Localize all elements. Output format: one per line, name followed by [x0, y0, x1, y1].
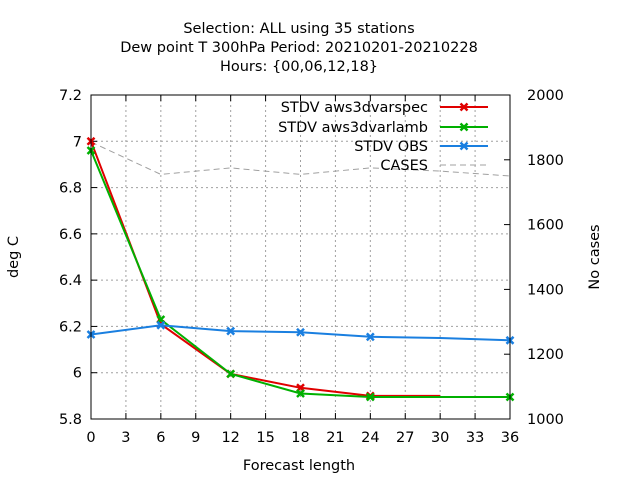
- y2-tick-label: 1200: [527, 347, 564, 363]
- x-tick-label: 3: [121, 430, 130, 446]
- chart-title: Selection: ALL using 35 stations Dew poi…: [120, 21, 478, 75]
- data-point: [226, 369, 236, 379]
- y-tick-label: 6: [73, 366, 82, 382]
- legend: STDV aws3dvarspec STDV aws3dvarlamb STDV O…: [278, 100, 488, 174]
- data-point: [296, 389, 305, 398]
- series-layer: [86, 136, 515, 402]
- title-line-1: Selection: ALL using 35 stations: [183, 21, 414, 37]
- legend-label: STDV OBS: [354, 139, 428, 155]
- y-tick-label: 5.8: [59, 412, 82, 428]
- series-line-stdv-aws3dvarspec: [90, 140, 441, 397]
- legend-item-cases: CASES: [380, 158, 488, 174]
- y2-tick-label: 1600: [527, 218, 564, 234]
- legend-item-stdv-aws3dvarspec: STDV aws3dvarspec: [281, 100, 488, 116]
- y-tick-label: 6.6: [59, 227, 82, 243]
- x-tick-label: 9: [191, 430, 200, 446]
- legend-item-stdv-aws3dvarlamb: STDV aws3dvarlamb: [278, 120, 488, 136]
- y2-tick-label: 1000: [527, 412, 564, 428]
- title-line-2: Dew point T 300hPa Period: 20210201-2021…: [120, 40, 478, 56]
- grid: [91, 95, 510, 419]
- x-tick-label: 0: [86, 430, 95, 446]
- title-line-3: Hours: {00,06,12,18}: [220, 59, 378, 75]
- x-tick-label: 30: [431, 430, 449, 446]
- plot-frame: [90, 94, 511, 420]
- x-tick-label: 15: [256, 430, 274, 446]
- data-point: [226, 326, 236, 336]
- y-axis-label: deg C: [6, 236, 22, 278]
- x-tick-label: 33: [466, 430, 484, 446]
- legend-item-stdv-obs: STDV OBS: [354, 139, 488, 155]
- x-tick-label: 27: [396, 430, 414, 446]
- x-tick-label: 36: [501, 430, 519, 446]
- data-point: [365, 392, 375, 402]
- x-tick-label: 6: [156, 430, 165, 446]
- legend-label: STDV aws3dvarlamb: [278, 120, 428, 136]
- y2-tick-label: 2000: [527, 88, 564, 104]
- legend-marker: [459, 122, 469, 132]
- legend-label: STDV aws3dvarspec: [281, 100, 428, 116]
- series-stdv-aws3dvarlamb: [86, 146, 515, 402]
- y-tick-label: 7: [73, 134, 82, 150]
- legend-label: CASES: [380, 158, 428, 174]
- x-tick-label: 18: [291, 430, 309, 446]
- data-point: [365, 332, 375, 342]
- y-tick-label: 6.8: [59, 181, 82, 197]
- y2-tick-label: 1400: [527, 282, 564, 298]
- legend-marker: [459, 102, 469, 112]
- y-tick-label: 7.2: [59, 88, 82, 104]
- legend-marker: [459, 141, 469, 151]
- x-tick-label: 24: [361, 430, 379, 446]
- x-tick-label: 21: [326, 430, 344, 446]
- x-axis-label: Forecast length: [243, 458, 355, 474]
- y2-tick-label: 1800: [527, 153, 564, 169]
- y-tick-label: 6.4: [59, 273, 82, 289]
- data-point: [156, 320, 166, 330]
- data-point: [296, 327, 305, 337]
- axis-ticks: 0 3 6 9 12 15 18 21 24 27 30 33 365.866.26.46.66.877…: [59, 88, 564, 446]
- x-tick-label: 12: [221, 430, 239, 446]
- y2-axis-label: No cases: [587, 224, 603, 289]
- y-tick-label: 6.2: [59, 319, 82, 335]
